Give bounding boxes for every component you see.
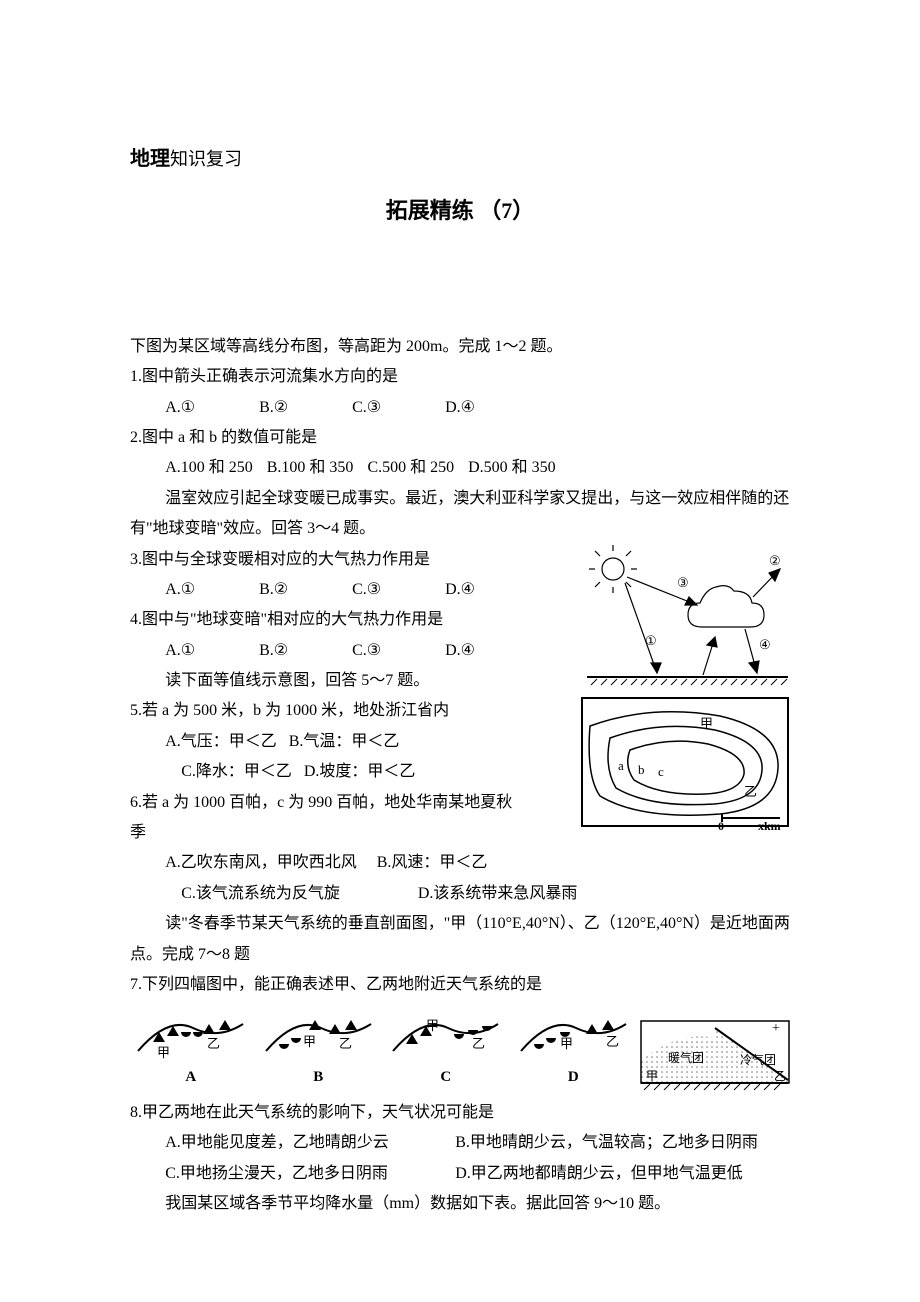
fig-atm-lbl3: ③ bbox=[677, 575, 689, 590]
subject-bold: 地理 bbox=[130, 148, 170, 170]
title-text: 拓展精练 （7） bbox=[386, 198, 535, 223]
fig-atm-lbl4: ④ bbox=[759, 637, 771, 652]
q7-label-b: B bbox=[258, 1063, 380, 1092]
q4-opt-d: D.④ bbox=[445, 636, 475, 666]
q5-opt-c: C.降水：甲＜乙 bbox=[181, 763, 292, 780]
q7b-jia: 甲 bbox=[303, 1034, 316, 1049]
q7-label-a: A bbox=[130, 1063, 252, 1092]
q8-opt-b: B.甲地晴朗少云，气温较高；乙地多日阴雨 bbox=[455, 1128, 758, 1158]
intro-7-8: 读"冬春季节某天气系统的垂直剖面图，"甲（110°E,40°N）、乙（120°E… bbox=[130, 909, 790, 970]
q7-panel-a: 甲 乙 A bbox=[130, 1006, 252, 1092]
q2-opt-c: C.500 和 250 bbox=[367, 453, 454, 483]
q7-panel-b: 甲 乙 B bbox=[258, 1006, 380, 1092]
q3-opt-d: D.④ bbox=[445, 575, 475, 605]
q3-opt-c: C.③ bbox=[352, 575, 381, 605]
fig-atm-lbl2: ② bbox=[769, 553, 781, 568]
q7c-jia: 甲 bbox=[426, 1018, 439, 1033]
q6-options: A.乙吹东南风，甲吹西北风 B.风速：甲＜乙 C.该气流系统为反气旋 D.该系统… bbox=[130, 848, 790, 909]
q3-opt-a: A.① bbox=[165, 575, 195, 605]
q6-opt-c: C.该气流系统为反气旋 bbox=[181, 885, 340, 902]
q8-opt-c: C.甲地扬尘漫天，乙地多日阴雨 bbox=[165, 1159, 455, 1189]
q5-opt-b: B.气温：甲＜乙 bbox=[289, 733, 400, 750]
fig-c-scalex: xkm bbox=[758, 819, 781, 831]
intro-9-10: 我国某区域各季节平均降水量（mm）数据如下表。据此回答 9～10 题。 bbox=[130, 1189, 790, 1219]
q8-opt-d: D.甲乙两地都晴朗少云，但甲地气温更低 bbox=[455, 1159, 743, 1189]
intro-1-2: 下图为某区域等高线分布图，等高距为 200m。完成 1～2 题。 bbox=[130, 332, 790, 362]
q5-opt-d: D.坡度：甲＜乙 bbox=[304, 763, 416, 780]
q2-stem: 2.图中 a 和 b 的数值可能是 bbox=[130, 423, 790, 453]
q7p-yi: 乙 bbox=[774, 1069, 786, 1083]
subject-rest: 知识复习 bbox=[170, 149, 242, 169]
intro-3-4: 温室效应引起全球变暖已成事实。最近，澳大利亚科学家又提出，与这一效应相伴随的还有… bbox=[130, 484, 790, 545]
q2-opt-a: A.100 和 250 bbox=[165, 453, 253, 483]
q7a-yi: 乙 bbox=[207, 1036, 220, 1051]
q7d-yi: 乙 bbox=[606, 1034, 619, 1049]
q7c-yi: 乙 bbox=[472, 1036, 485, 1051]
q7p-warm: 暖气团 bbox=[668, 1050, 704, 1065]
q2-opt-d: D.500 和 350 bbox=[468, 453, 556, 483]
q7p-cold: 冷气团 bbox=[740, 1052, 776, 1067]
q1-opt-d: D.④ bbox=[445, 393, 475, 423]
q1-opt-b: B.② bbox=[259, 393, 288, 423]
q1-options: A.① B.② C.③ D.④ bbox=[130, 393, 790, 423]
figure-contour: 甲 a b c 乙 0 xkm bbox=[580, 696, 790, 831]
q7a-jia: 甲 bbox=[157, 1045, 170, 1060]
fig-c-b: b bbox=[638, 762, 645, 777]
q7-stem: 7.下列四幅图中，能正确表述甲、乙两地附近天气系统的是 bbox=[130, 970, 790, 1000]
q2-options: A.100 和 250 B.100 和 350 C.500 和 250 D.50… bbox=[130, 453, 790, 483]
q7-label-c: C bbox=[385, 1063, 507, 1092]
q7-label-d: D bbox=[513, 1063, 635, 1092]
q4-opt-a: A.① bbox=[165, 636, 195, 666]
fig-c-c: c bbox=[658, 764, 664, 779]
q7p-jia: 甲 bbox=[646, 1069, 658, 1083]
q3-options: A.① B.② C.③ D.④ bbox=[130, 575, 577, 605]
fig-c-a: a bbox=[618, 758, 624, 773]
q1-opt-a: A.① bbox=[165, 393, 195, 423]
svg-text:+: + bbox=[772, 1021, 780, 1036]
q7-panel-d: 甲 乙 D bbox=[513, 1006, 635, 1092]
fig-atm-lbl1: ① bbox=[645, 633, 657, 648]
fig-c-jia: 甲 bbox=[700, 716, 713, 731]
fig-c-scale0: 0 bbox=[718, 819, 724, 831]
figure-atmosphere: ① ② ③ ④ bbox=[585, 545, 790, 690]
q8-opt-a: A.甲地能见度差，乙地晴朗少云 bbox=[165, 1128, 455, 1158]
q6-opt-a: A.乙吹东南风，甲吹西北风 bbox=[165, 854, 357, 871]
q6-opt-b: B.风速：甲＜乙 bbox=[377, 854, 488, 871]
q3-opt-b: B.② bbox=[259, 575, 288, 605]
q1-stem: 1.图中箭头正确表示河流集水方向的是 bbox=[130, 362, 790, 392]
q4-opt-b: B.② bbox=[259, 636, 288, 666]
q4-opt-c: C.③ bbox=[352, 636, 381, 666]
subject-header: 地理知识复习 bbox=[130, 140, 790, 178]
q7-figures: 甲 乙 A 甲 乙 B 甲 乙 C bbox=[130, 1006, 790, 1092]
q6-opt-d: D.该系统带来急风暴雨 bbox=[418, 885, 578, 902]
q7d-jia: 甲 bbox=[560, 1036, 573, 1051]
q2-opt-b: B.100 和 350 bbox=[267, 453, 354, 483]
q8-options: A.甲地能见度差，乙地晴朗少云 B.甲地晴朗少云，气温较高；乙地多日阴雨 C.甲… bbox=[130, 1128, 790, 1189]
q4-options: A.① B.② C.③ D.④ bbox=[130, 636, 577, 666]
q7-panel-c: 甲 乙 C bbox=[385, 1006, 507, 1092]
fig-c-yi: 乙 bbox=[744, 784, 757, 799]
q8-stem: 8.甲乙两地在此天气系统的影响下，天气状况可能是 bbox=[130, 1098, 790, 1128]
q7-panel-profile: 暖气团 冷气团 甲 乙 + bbox=[640, 1020, 790, 1092]
main-title: 拓展精练 （7） bbox=[130, 190, 790, 232]
q1-opt-c: C.③ bbox=[352, 393, 381, 423]
q7b-yi: 乙 bbox=[339, 1036, 352, 1051]
q5-opt-a: A.气压：甲＜乙 bbox=[165, 733, 277, 750]
spacer bbox=[130, 256, 790, 332]
